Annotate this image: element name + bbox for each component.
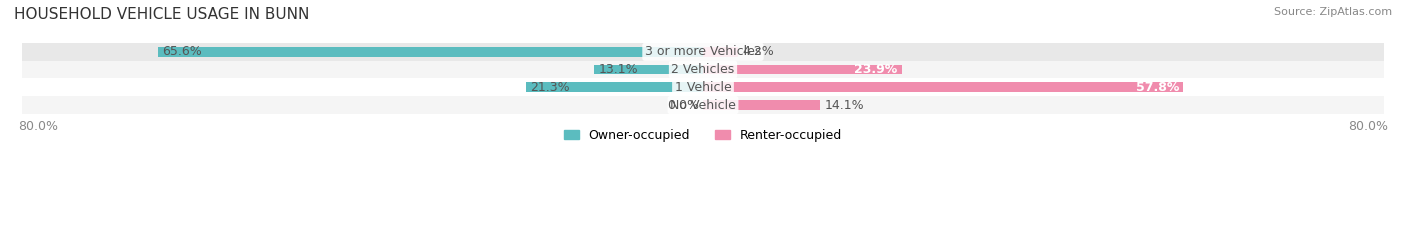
Text: 80.0%: 80.0%: [1348, 120, 1388, 133]
Text: 65.6%: 65.6%: [162, 45, 202, 58]
Text: 57.8%: 57.8%: [1136, 81, 1180, 94]
Bar: [0, 61, 1406, 79]
Bar: [703, 82, 1184, 92]
Bar: [526, 82, 703, 92]
Bar: [703, 47, 738, 57]
Text: No Vehicle: No Vehicle: [671, 99, 735, 112]
Legend: Owner-occupied, Renter-occupied: Owner-occupied, Renter-occupied: [558, 124, 848, 147]
Text: 21.3%: 21.3%: [530, 81, 569, 94]
Bar: [0, 43, 1406, 61]
Text: 14.1%: 14.1%: [824, 99, 863, 112]
Text: 23.9%: 23.9%: [855, 63, 897, 76]
Text: 1 Vehicle: 1 Vehicle: [675, 81, 731, 94]
Bar: [0, 79, 1406, 96]
Text: 0.0%: 0.0%: [666, 99, 699, 112]
Text: 4.2%: 4.2%: [742, 45, 773, 58]
Text: Source: ZipAtlas.com: Source: ZipAtlas.com: [1274, 7, 1392, 17]
Bar: [157, 47, 703, 57]
Text: 13.1%: 13.1%: [599, 63, 638, 76]
Bar: [595, 65, 703, 75]
Bar: [703, 100, 820, 110]
Text: 80.0%: 80.0%: [18, 120, 58, 133]
Text: 2 Vehicles: 2 Vehicles: [672, 63, 734, 76]
Text: HOUSEHOLD VEHICLE USAGE IN BUNN: HOUSEHOLD VEHICLE USAGE IN BUNN: [14, 7, 309, 22]
Text: 3 or more Vehicles: 3 or more Vehicles: [645, 45, 761, 58]
Bar: [703, 65, 901, 75]
Bar: [0, 96, 1406, 114]
